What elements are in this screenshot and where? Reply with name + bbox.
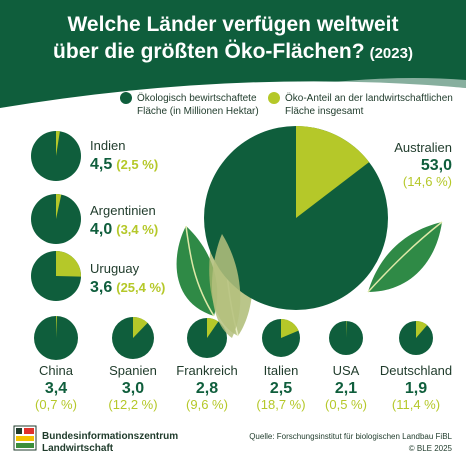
- share-value-indien: (2,5 %): [116, 157, 158, 172]
- share-value-china: (0,7 %): [35, 397, 77, 412]
- country-name-frankreich: Frankreich: [176, 363, 237, 378]
- pie-usa: [329, 321, 363, 355]
- pie-indien: [31, 131, 81, 181]
- leaf-decoration-left: [176, 225, 218, 317]
- area-value-australien: 53,0: [421, 157, 452, 174]
- value-uruguay: 3,6 (25,4 %): [90, 279, 165, 296]
- share-value-spanien: (12,2 %): [108, 397, 157, 412]
- footer-org-line1: Bundesinformationszentrum: [42, 431, 178, 442]
- country-name-indien: Indien: [90, 138, 125, 153]
- footer-copyright: © BLE 2025: [409, 444, 453, 453]
- leaf-decoration-right: [367, 221, 443, 293]
- pie-deutschland: [399, 321, 433, 355]
- country-name-italien: Italien: [264, 363, 299, 378]
- country-name-uruguay: Uruguay: [90, 261, 140, 276]
- share-value-argentinien: (3,4 %): [116, 222, 158, 237]
- pie-uruguay: [31, 251, 81, 301]
- pie-china: [34, 316, 78, 360]
- pie-share-slice-australien: [296, 126, 370, 218]
- area-value-indien: 4,5: [90, 156, 112, 173]
- country-name-china: China: [39, 363, 74, 378]
- leaf-decoration-front: [211, 234, 241, 338]
- footer-source: Quelle: Forschungsinstitut für biologisc…: [249, 432, 452, 441]
- legend-area-label-line2: Fläche (in Millionen Hektar): [137, 106, 259, 117]
- legend-share-label-line1: Öko-Anteil an der landwirtschaftlichen: [285, 92, 453, 104]
- share-value-frankreich: (9,6 %): [186, 397, 228, 412]
- country-name-australien: Australien: [394, 140, 452, 155]
- legend-area-swatch: [120, 92, 132, 104]
- share-value-uruguay: (25,4 %): [116, 280, 165, 295]
- share-value-usa: (0,5 %): [325, 397, 367, 412]
- pie-share-slice-china: [56, 316, 57, 338]
- legend-share-label-line2: Fläche insgesamt: [285, 106, 364, 117]
- chart-title-line2: über die größten Öko-Flächen? (2023): [53, 40, 413, 63]
- ble-logo: [13, 425, 37, 451]
- pie-share-slice-usa: [346, 321, 347, 338]
- footer-org-line2: Landwirtschaft: [42, 443, 114, 454]
- pie-spanien: [112, 317, 154, 359]
- pie-share-slice-argentinien: [56, 194, 62, 219]
- pie-share-slice-uruguay: [56, 251, 81, 277]
- pie-frankreich: [187, 318, 227, 358]
- pie-share-slice-italien: [281, 319, 299, 338]
- legend-area-label-line1: Ökologisch bewirtschaftete: [137, 92, 257, 104]
- pie-australien: [204, 126, 388, 310]
- value-indien: 4,5 (2,5 %): [90, 156, 158, 173]
- pie-argentinien: [31, 194, 81, 244]
- share-value-australien: (14,6 %): [403, 174, 452, 189]
- country-name-spanien: Spanien: [109, 363, 157, 378]
- area-value-argentinien: 4,0: [90, 221, 112, 238]
- share-value-italien: (18,7 %): [256, 397, 305, 412]
- country-name-argentinien: Argentinien: [90, 203, 156, 218]
- pie-share-slice-indien: [56, 131, 60, 156]
- area-value-frankreich: 2,8: [196, 380, 218, 397]
- area-value-italien: 2,5: [270, 380, 292, 397]
- pie-group: [31, 126, 433, 360]
- value-argentinien: 4,0 (3,4 %): [90, 221, 158, 238]
- country-name-deutschland: Deutschland: [380, 363, 452, 378]
- country-name-usa: USA: [333, 363, 360, 378]
- pie-share-slice-deutschland: [416, 321, 428, 338]
- country-label-group: Australien 53,0(14,6 %) Indien 4,5 (2,5 %) Ar…: [35, 138, 452, 412]
- pie-italien: [262, 319, 300, 357]
- chart-year: (2023): [370, 45, 413, 62]
- chart-title-line2-text: über die größten Öko-Flächen?: [53, 40, 365, 63]
- pie-share-slice-spanien: [133, 317, 148, 338]
- chart-title-line1: Welche Länder verfügen weltweit: [67, 13, 398, 36]
- area-value-usa: 2,1: [335, 380, 357, 397]
- header-accent-curve: [300, 78, 466, 88]
- area-value-uruguay: 3,6: [90, 279, 112, 296]
- area-value-china: 3,4: [45, 380, 67, 397]
- area-value-spanien: 3,0: [122, 380, 144, 397]
- share-value-deutschland: (11,4 %): [392, 397, 440, 412]
- legend-share-swatch: [268, 92, 280, 104]
- area-value-deutschland: 1,9: [405, 380, 427, 397]
- pie-share-slice-frankreich: [207, 318, 219, 338]
